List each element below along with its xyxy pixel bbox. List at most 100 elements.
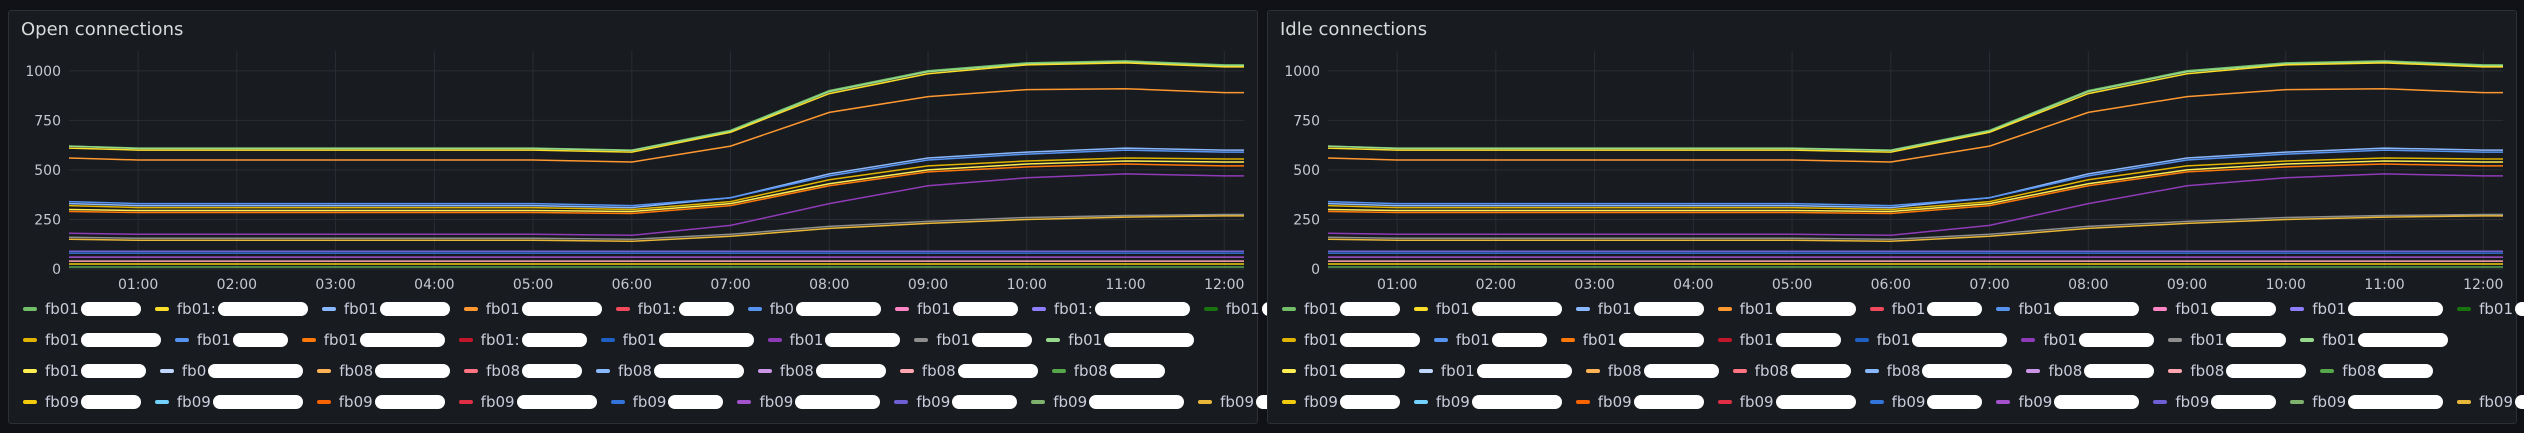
series-line[interactable] [1327, 62, 2503, 153]
legend-item[interactable]: fb01 [2153, 300, 2277, 318]
legend-item[interactable]: fb0 [159, 362, 304, 380]
legend-item[interactable]: fb01 [1282, 331, 1420, 349]
series-line[interactable] [68, 149, 1244, 207]
series-line[interactable] [68, 157, 1244, 211]
legend-item[interactable]: fb01: [615, 300, 734, 318]
legend-item[interactable]: fb01 [1418, 361, 1572, 380]
series-line[interactable] [68, 213, 1244, 241]
legend-item[interactable]: fb01 [894, 300, 1018, 318]
legend-item[interactable]: fb09 [1996, 393, 2140, 411]
legend-item[interactable]: fb08 [1732, 362, 1851, 380]
legend-item[interactable]: fb01 [1996, 300, 2140, 318]
legend-item[interactable]: fb01 [2457, 300, 2524, 318]
legend-item[interactable]: fb01 [1717, 331, 1841, 349]
series-line[interactable] [68, 160, 1244, 213]
legend-item[interactable]: fb08 [757, 362, 886, 380]
series-line[interactable] [68, 147, 1244, 209]
series-line[interactable] [68, 62, 1244, 153]
series-line[interactable] [68, 173, 1244, 237]
legend-item[interactable]: fb09 [1031, 393, 1185, 411]
redaction-mark [2226, 363, 2307, 378]
legend-item[interactable]: fb01 [2021, 331, 2155, 349]
legend-item[interactable]: fb09 [737, 393, 881, 411]
legend-label: fb01 [1739, 299, 1774, 318]
legend-item[interactable]: fb0 [747, 300, 881, 318]
legend-item[interactable]: fb01 [2290, 300, 2444, 318]
legend-item[interactable]: fb09 [2457, 393, 2524, 411]
series-line[interactable] [68, 87, 1244, 163]
x-tick-label: 05:00 [513, 277, 553, 291]
legend-item[interactable]: fb08 [2026, 362, 2155, 380]
legend-item[interactable]: fb09 [316, 393, 445, 411]
legend-item[interactable]: fb01 [1717, 299, 1856, 318]
legend-item[interactable]: fb01 [1046, 331, 1195, 349]
series-line[interactable] [1327, 163, 2503, 215]
legend-item[interactable]: fb08 [1051, 362, 1165, 380]
legend-swatch-icon [1854, 337, 1869, 342]
series-line[interactable] [1327, 149, 2503, 207]
legend-item[interactable]: fb09 [1869, 393, 1983, 411]
legend-item[interactable]: fb01: [458, 331, 587, 349]
legend-item[interactable]: fb01 [1560, 331, 1704, 349]
legend-item[interactable]: fb08 [1864, 362, 2013, 380]
panel-title[interactable]: Idle connections [1280, 19, 1428, 40]
series-line[interactable] [1327, 215, 2503, 243]
legend-item[interactable]: fb09 [610, 393, 724, 411]
legend-item[interactable]: fb08 [899, 362, 1038, 380]
series-line[interactable] [1327, 173, 2503, 237]
legend-item[interactable]: fb08 [2320, 362, 2434, 380]
legend-item[interactable]: fb09 [1717, 393, 1856, 411]
legend-item[interactable]: fb01 [600, 331, 754, 349]
legend-item[interactable]: fb09 [1282, 393, 1400, 411]
series-line[interactable] [1327, 213, 2503, 241]
legend-item[interactable]: fb01 [463, 300, 602, 318]
legend-item[interactable]: fb01 [1869, 300, 1983, 318]
series-line[interactable] [68, 163, 1244, 215]
legend-item[interactable]: fb09 [894, 393, 1018, 411]
legend-item[interactable]: fb09 [23, 393, 141, 411]
legend-item[interactable]: fb08 [2168, 362, 2307, 380]
legend-item[interactable]: fb01 [174, 331, 288, 349]
legend-item[interactable]: fb01 [2300, 331, 2449, 349]
legend-item[interactable]: fb09 [458, 393, 597, 411]
legend-item[interactable]: fb01: [1031, 300, 1190, 318]
legend-item[interactable]: fb01 [767, 331, 901, 349]
legend-item[interactable]: fb09 [1575, 393, 1704, 411]
legend-item[interactable]: fb01 [1854, 331, 2008, 349]
legend-item[interactable]: fb08 [464, 362, 583, 380]
series-line[interactable] [68, 215, 1244, 243]
series-line[interactable] [1327, 157, 2503, 211]
series-line[interactable] [1327, 160, 2503, 213]
series-line[interactable] [1327, 87, 2503, 163]
legend-item[interactable]: fb01 [2168, 331, 2287, 349]
legend-swatch-icon [301, 337, 316, 342]
legend-item[interactable]: fb09 [154, 393, 303, 411]
legend-item[interactable]: fb09 [2290, 393, 2444, 411]
legend-item[interactable]: fb09 [1413, 393, 1562, 411]
series-line[interactable] [68, 60, 1244, 151]
open-connections-chart[interactable]: 0 250 500 750 1000 01:00 02:00 03:00 04:00 05:00 0… [9, 11, 1259, 291]
legend-item[interactable]: fb01 [1433, 331, 1547, 349]
series-line[interactable] [1327, 147, 2503, 209]
panel-title[interactable]: Open connections [21, 19, 184, 40]
legend-item[interactable]: fb01 [321, 300, 450, 318]
legend-item[interactable]: fb09 [2153, 393, 2277, 411]
legend-item[interactable]: fb01 [23, 300, 141, 318]
legend-item[interactable]: fb08 [317, 362, 451, 380]
legend-item[interactable]: fb01 [914, 331, 1033, 349]
legend-item[interactable]: fb08 [1585, 362, 1719, 380]
legend-item[interactable]: fb01 [23, 331, 161, 349]
legend-item[interactable]: fb01: [154, 300, 308, 318]
legend-label: fb01 [1440, 361, 1475, 380]
legend-item[interactable]: fb01 [301, 331, 445, 349]
series-line[interactable] [1327, 60, 2503, 151]
idle-connections-chart[interactable]: 0 250 500 750 1000 01:00 02:00 03:00 04:00 05:00 0… [1268, 11, 2518, 291]
series-line[interactable] [68, 61, 1244, 152]
legend-item[interactable]: fb01 [1282, 362, 1405, 380]
series-line[interactable] [1327, 61, 2503, 152]
legend-item[interactable]: fb01 [1282, 300, 1400, 318]
legend-item[interactable]: fb01 [1575, 300, 1704, 318]
legend-item[interactable]: fb01 [1413, 300, 1562, 318]
legend-item[interactable]: fb01 [23, 362, 146, 380]
legend-item[interactable]: fb08 [596, 362, 744, 380]
